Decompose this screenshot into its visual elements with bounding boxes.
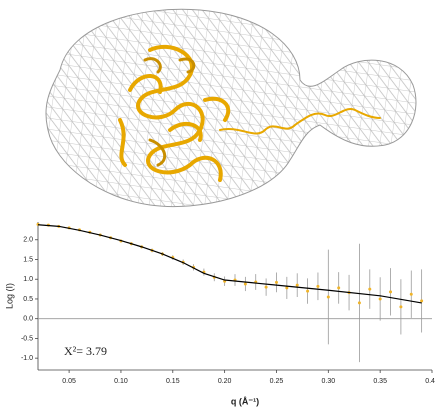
data-point (326, 295, 330, 299)
data-point (389, 290, 393, 294)
data-point (409, 292, 413, 296)
data-point (357, 301, 361, 305)
data-point (243, 282, 247, 286)
data-point (420, 299, 424, 303)
data-point (264, 285, 268, 289)
y-tick-label: 0.0 (23, 316, 33, 323)
data-point (337, 286, 341, 290)
fit-line (37, 224, 422, 304)
x-tick-label: 0.40 (425, 378, 435, 385)
x-axis-label: q (Å⁻¹) (231, 396, 259, 406)
x-tick-label: 0.10 (114, 378, 128, 385)
y-tick-label: 1.5 (23, 256, 33, 263)
x-tick-label: 0.05 (62, 378, 76, 385)
data-point (274, 280, 278, 284)
y-tick-label: 2.0 (23, 237, 33, 244)
y-tick-label: -1.0 (21, 355, 33, 362)
x-tick-label: 0.35 (373, 378, 387, 385)
x-tick-label: 0.15 (166, 378, 180, 385)
y-tick-label: -0.5 (21, 335, 33, 342)
saxs-plot: 2.0 1.5 1.0 0.5 0.0 -0.5 -1.0 0.05 0.10 0.15 0.20 0… (4, 222, 435, 406)
x-tick-label: 0.30 (322, 378, 336, 385)
chi-square: X²= 3.79 (64, 344, 107, 358)
data-point (368, 287, 372, 291)
y-tick-label: 0.5 (23, 296, 33, 303)
data-point (285, 286, 289, 290)
data-point (295, 283, 299, 287)
envelope-model (45, 8, 417, 208)
x-tick-label: 0.20 (218, 378, 232, 385)
data-point (306, 289, 310, 293)
protein-ribbon (118, 44, 381, 182)
data-point (378, 297, 382, 301)
y-axis-label: Log (I) (4, 283, 14, 309)
data-point (316, 284, 320, 288)
y-tick-label: 1.0 (23, 276, 33, 283)
data-point (399, 305, 403, 309)
x-tick-label: 0.25 (270, 378, 284, 385)
